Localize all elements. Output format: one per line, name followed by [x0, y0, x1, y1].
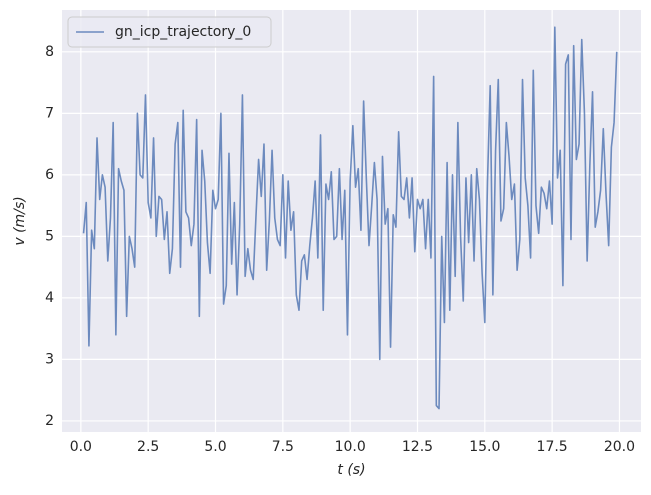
x-tick-label: 5.0	[204, 439, 226, 455]
y-tick-label: 6	[45, 167, 54, 183]
legend-box	[67, 16, 272, 48]
y-axis-label: v (m/s)	[12, 196, 28, 245]
x-tick-label: 12.5	[402, 439, 433, 455]
y-tick-label: 8	[45, 44, 54, 60]
plot-area	[62, 10, 641, 432]
y-tick-label: 3	[45, 351, 54, 367]
y-tick-label: 2	[45, 413, 54, 429]
x-tick-label: 10.0	[335, 439, 366, 455]
x-tick-label: 0.0	[70, 439, 92, 455]
legend-label: gn_icp_trajectory_0	[115, 24, 251, 40]
data-line	[82, 26, 618, 410]
y-tick-label: 4	[45, 290, 54, 306]
x-tick-label: 20.0	[604, 439, 635, 455]
x-axis-label: t (s)	[337, 462, 365, 478]
x-tick-label: 15.0	[469, 439, 500, 455]
y-tick-label: 7	[45, 105, 54, 121]
x-tick-label: 17.5	[537, 439, 568, 455]
y-tick-label: 5	[45, 228, 54, 244]
x-tick-label: 2.5	[137, 439, 159, 455]
x-tick-label: 7.5	[272, 439, 294, 455]
